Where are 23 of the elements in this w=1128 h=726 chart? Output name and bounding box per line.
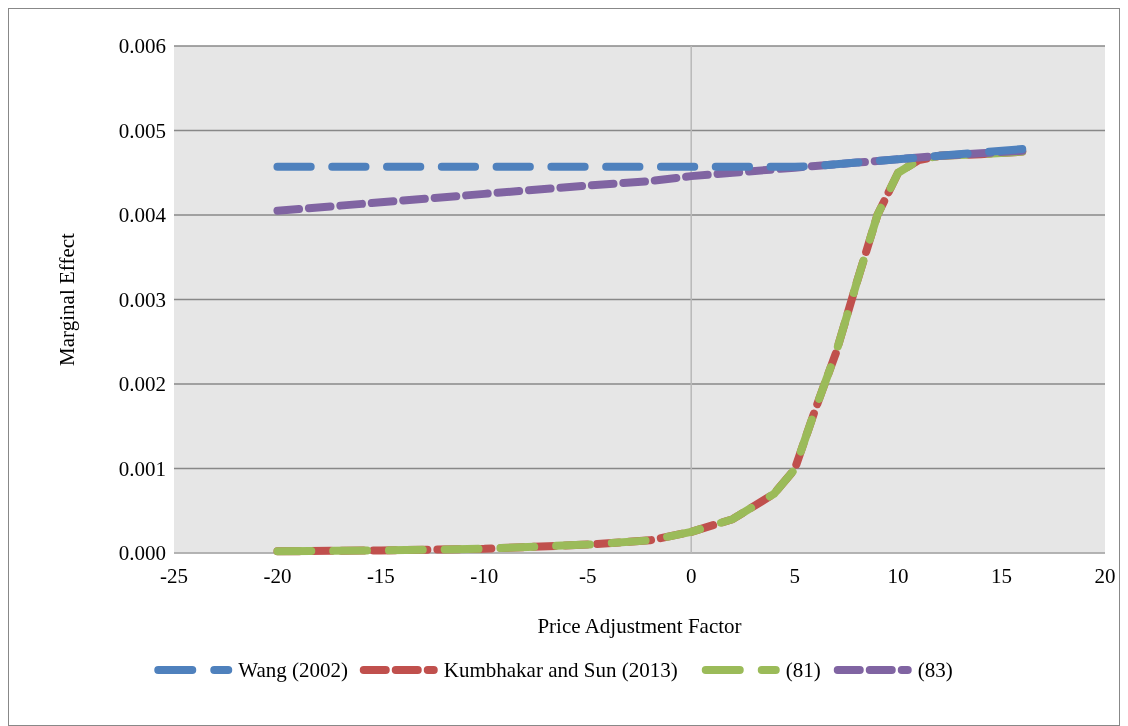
legend-label: (81) [785, 658, 821, 683]
y-tick-label: 0.002 [118, 372, 166, 397]
x-tick-label: 10 [887, 564, 909, 588]
x-tick-label: -5 [579, 564, 597, 588]
legend-label: Wang (2002) [238, 658, 348, 683]
y-tick-label: 0.001 [118, 456, 166, 481]
x-tick-label: 0 [685, 564, 697, 588]
legend-label: (83) [917, 658, 953, 683]
legend-label: Kumbhakar and Sun (2013) [443, 658, 678, 683]
x-tick-label: -10 [470, 564, 499, 588]
x-tick-label: -15 [366, 564, 395, 588]
x-tick-label: 15 [991, 564, 1013, 588]
x-axis-title: Price Adjustment Factor [537, 614, 742, 638]
y-tick-label: 0.004 [118, 203, 167, 228]
y-tick-label: 0.005 [118, 118, 166, 143]
y-axis-title: Marginal Effect [55, 232, 79, 366]
y-tick-label: 0.003 [118, 287, 166, 312]
x-tick-label: -25 [160, 564, 188, 588]
x-tick-label: 5 [789, 564, 800, 588]
y-tick-label: 0.006 [118, 34, 166, 59]
y-tick-label: 0.000 [118, 541, 166, 566]
x-tick-label: 20 [1094, 564, 1116, 588]
x-tick-label: -20 [263, 564, 292, 588]
